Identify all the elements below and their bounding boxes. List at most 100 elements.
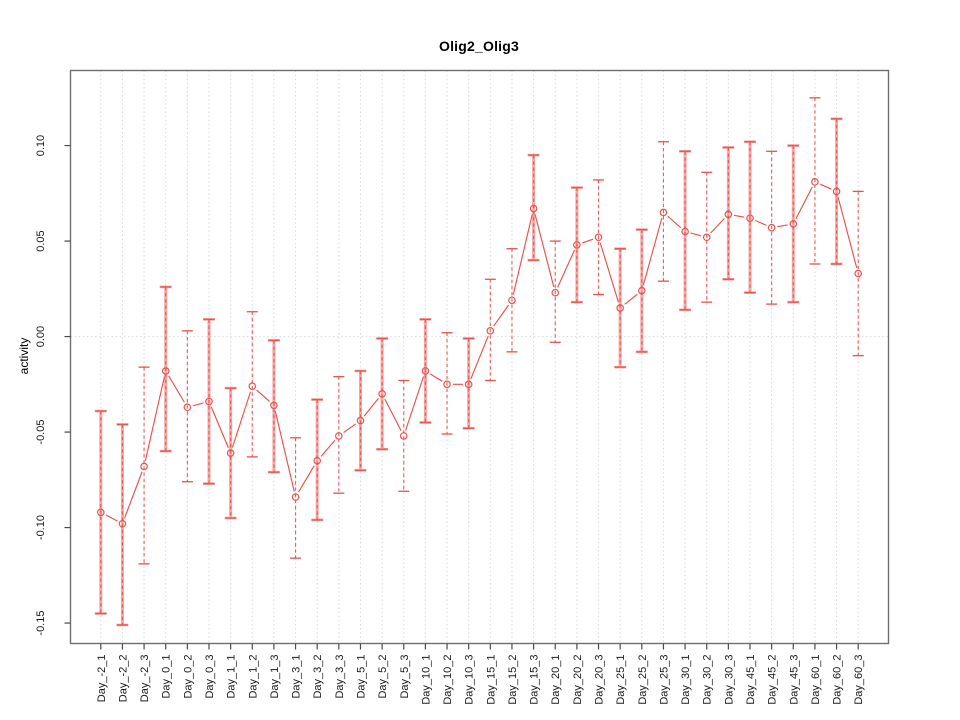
y-tick-label: 0.05 [35, 230, 47, 251]
data-point [573, 241, 581, 249]
series-line-segment [777, 224, 788, 228]
y-tick-label: -0.15 [35, 611, 47, 636]
data-point [724, 210, 733, 219]
x-tick-label: Day_0_1 [161, 655, 173, 699]
x-tick-label: Day_1_3 [269, 655, 281, 699]
series-line-segment [405, 376, 425, 431]
series-line-segment [470, 335, 489, 380]
data-point [118, 519, 127, 528]
y-tick-label: 0.10 [35, 135, 47, 156]
data-point [248, 382, 257, 391]
series-line-segment [105, 514, 118, 522]
x-tick-label: Day_0_3 [204, 655, 216, 699]
x-tick-label: Day_10_1 [420, 655, 432, 705]
data-point [746, 214, 754, 222]
x-tick-label: Day_30_2 [702, 655, 714, 705]
x-tick-label: Day_30_1 [680, 655, 692, 705]
data-point [183, 403, 192, 412]
x-tick-label: Day_60_3 [853, 655, 865, 705]
series-line-segment [837, 196, 858, 269]
data-point [616, 304, 624, 312]
data-point [551, 288, 560, 297]
series-line-segment [192, 402, 204, 407]
x-tick-label: Day_25_3 [658, 655, 670, 705]
x-tick-label: Day_10_2 [442, 655, 454, 705]
series-line-segment [256, 389, 270, 402]
x-tick-label: Day_3_2 [312, 655, 324, 699]
series-line-segment [144, 376, 165, 461]
data-point [313, 456, 321, 465]
series-line-segment [210, 406, 229, 448]
series-line-segment [667, 215, 682, 229]
x-tick-label: Day_10_3 [464, 655, 476, 705]
y-tick-label: 0.00 [35, 326, 47, 347]
series-line-segment [298, 465, 315, 493]
x-tick-label: Day_45_3 [788, 655, 800, 705]
x-tick-label: Day_5_1 [355, 655, 367, 699]
series-line-segment [642, 217, 663, 286]
plot-box [69, 69, 890, 645]
series-line-segment [384, 398, 402, 431]
data-point [659, 208, 668, 217]
series-line-segment [733, 214, 745, 218]
series-line-segment [363, 398, 379, 417]
data-point [832, 187, 841, 196]
chart-title: Olig2_Olig3 [439, 38, 519, 54]
data-point [854, 269, 863, 278]
data-point [378, 390, 386, 398]
y-tick-label: -0.10 [35, 515, 47, 540]
data-point [96, 508, 105, 517]
series-line-segment [320, 439, 336, 457]
series-line-segment [231, 391, 252, 448]
series-line-segment [819, 183, 832, 190]
x-tick-label: Day_45_1 [745, 655, 757, 705]
series-line-segment [274, 410, 295, 492]
x-tick-label: Day_3_1 [291, 655, 303, 699]
series-line-segment [534, 214, 555, 288]
x-tick-label: Day_-2_2 [117, 655, 129, 703]
data-point [270, 401, 278, 410]
x-tick-label: Day_15_3 [529, 655, 541, 705]
data-point [140, 462, 148, 471]
series-line-segment [123, 471, 143, 519]
data-point [205, 397, 213, 406]
data-point [529, 204, 538, 213]
series-line-segment [582, 238, 594, 244]
data-point [702, 233, 711, 242]
data-point [291, 493, 300, 501]
data-point [681, 227, 689, 236]
y-tick-label: -0.05 [35, 420, 47, 445]
x-tick-label: Day_20_2 [572, 655, 584, 705]
data-point [464, 380, 473, 389]
x-tick-label: Day_25_1 [615, 655, 627, 705]
series-line-segment [168, 375, 185, 403]
data-point [356, 416, 365, 425]
data-point [638, 286, 646, 295]
series-line-segment [557, 249, 576, 288]
data-point [486, 327, 495, 335]
series-line-segment [710, 218, 725, 234]
data-point [508, 296, 516, 305]
data-point [161, 367, 170, 375]
data-point [443, 380, 451, 389]
series-line-segment [624, 293, 638, 305]
data-point [767, 223, 776, 232]
series-line-segment [599, 242, 620, 303]
data-point [399, 432, 408, 440]
data-point [421, 367, 430, 375]
data-point [594, 233, 603, 242]
x-tick-label: Day_60_1 [810, 655, 822, 705]
x-tick-label: Day_1_2 [247, 655, 259, 699]
x-tick-label: Day_15_2 [507, 655, 519, 705]
x-tick-label: Day_15_1 [485, 655, 497, 705]
x-tick-label: Day_-2_3 [139, 655, 151, 703]
series-line-segment [795, 186, 813, 219]
x-tick-label: Day_20_3 [594, 655, 606, 705]
series-line-segment [512, 214, 533, 295]
series-line-segment [690, 232, 702, 237]
series-line-segment [755, 219, 767, 226]
x-tick-label: Day_3_3 [334, 655, 346, 699]
series-line-segment [493, 304, 510, 327]
x-tick-label: Day_-2_1 [96, 655, 108, 703]
